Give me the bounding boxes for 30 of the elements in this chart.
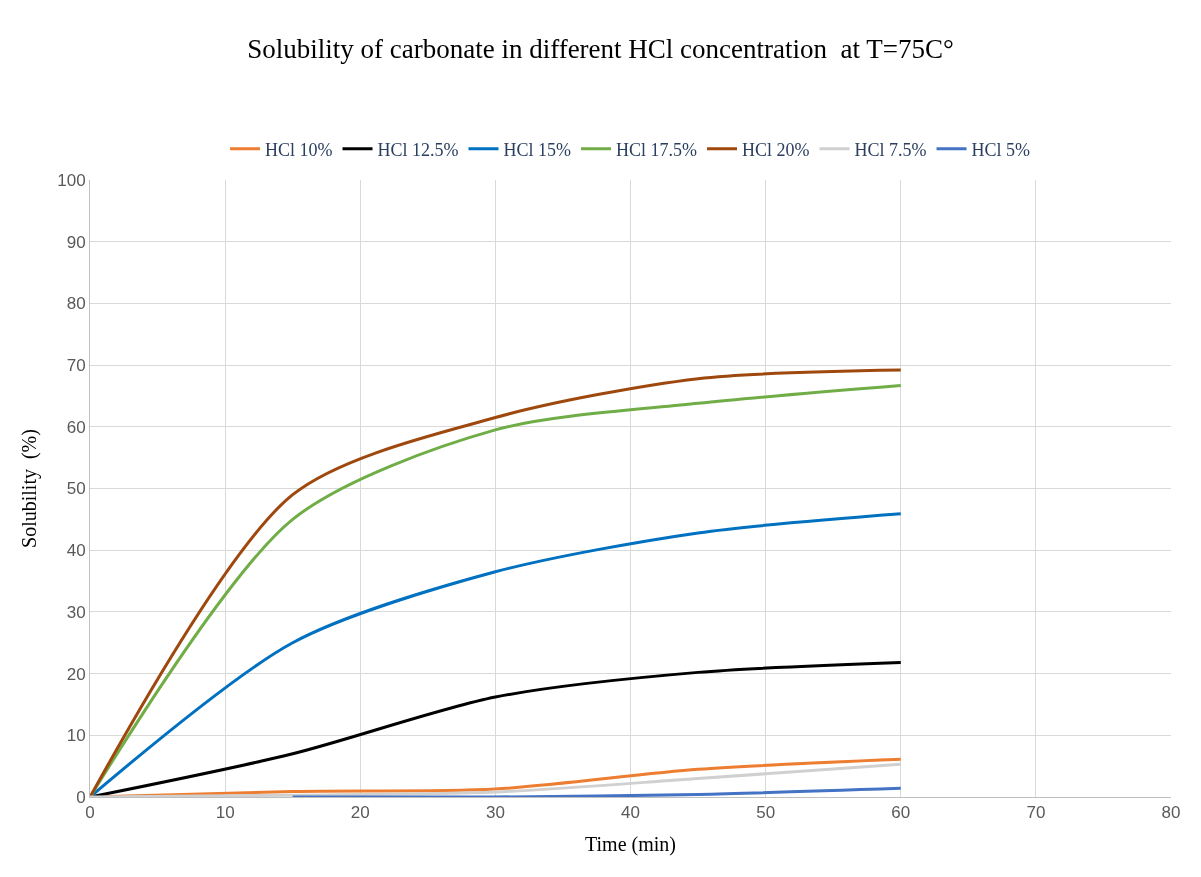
x-tick-label: 50 bbox=[756, 803, 776, 823]
x-tick-label: 70 bbox=[1026, 803, 1046, 823]
legend-label: HCl 7.5% bbox=[854, 139, 927, 160]
y-tick-label: 10 bbox=[66, 726, 86, 746]
y-tick-label: 30 bbox=[66, 602, 86, 622]
y-tick-label: 0 bbox=[76, 787, 86, 807]
y-tick-label: 60 bbox=[66, 417, 86, 437]
y-tick-label: 20 bbox=[66, 664, 86, 684]
legend-label: HCl 15% bbox=[503, 139, 572, 160]
x-tick-label: 10 bbox=[215, 803, 235, 823]
y-tick-label: 100 bbox=[57, 170, 86, 190]
legend-label: HCl 12.5% bbox=[377, 139, 459, 160]
y-tick-label: 70 bbox=[66, 356, 86, 376]
legend-label: HCl 5% bbox=[971, 139, 1031, 160]
line-series bbox=[90, 512, 903, 797]
y-tick-label: 80 bbox=[66, 294, 86, 314]
y-tick-label: 90 bbox=[66, 232, 86, 252]
x-tick-label: 30 bbox=[485, 803, 505, 823]
x-tick-label: 40 bbox=[621, 803, 640, 823]
chart-title: Solubility of carbonate in different HCl concentration at T=75C° bbox=[247, 34, 954, 65]
y-axis-title: Solubility (%) bbox=[17, 429, 41, 548]
y-tick-label: 50 bbox=[66, 479, 86, 499]
x-tick-label: 60 bbox=[891, 803, 911, 823]
legend-label: HCl 10% bbox=[265, 139, 333, 160]
x-axis-title: Time (min) bbox=[585, 832, 676, 856]
x-tick-label: 20 bbox=[350, 803, 370, 823]
legend-label: HCl 17.5% bbox=[616, 139, 698, 160]
y-tick-label: 40 bbox=[66, 541, 86, 561]
x-tick-label: 80 bbox=[1161, 803, 1181, 823]
legend-label: HCl 20% bbox=[742, 139, 810, 160]
